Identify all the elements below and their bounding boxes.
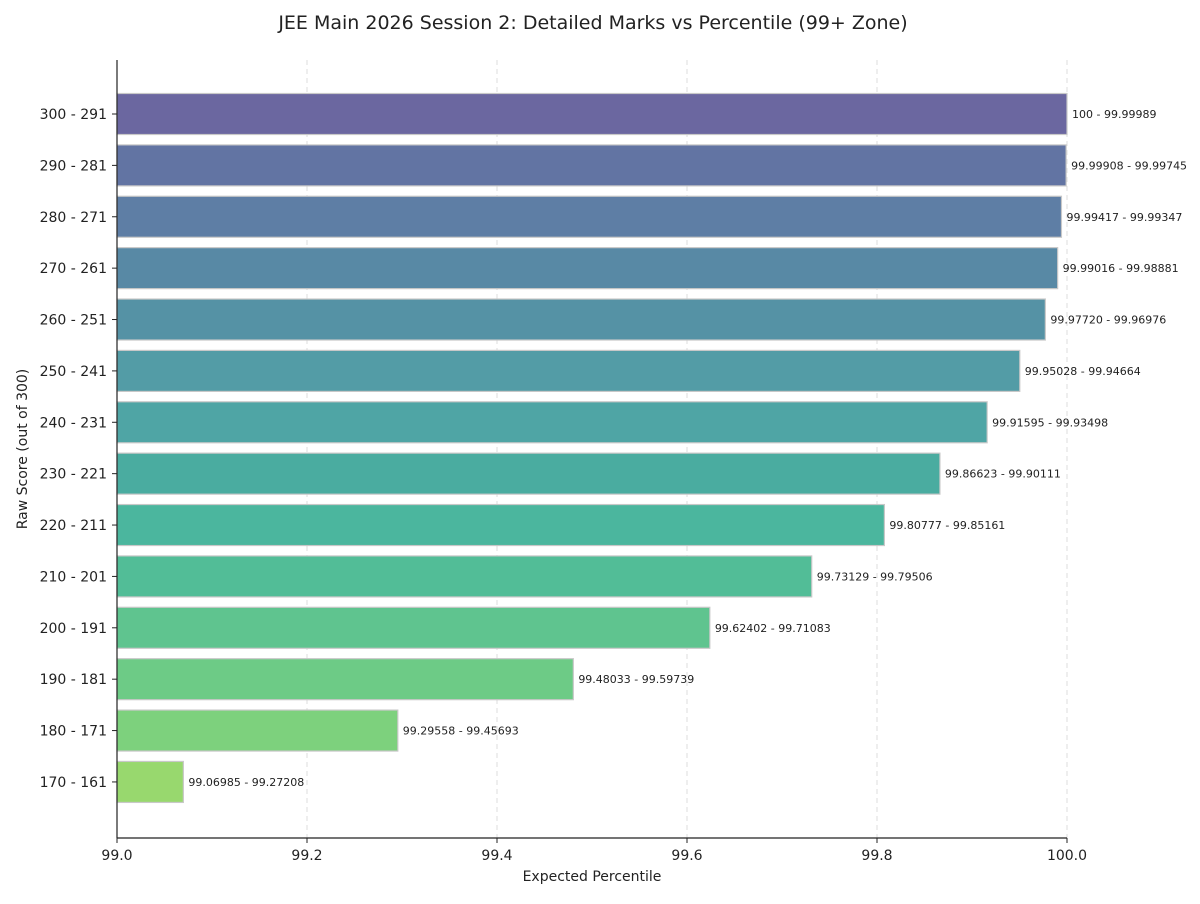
- y-tick-label: 260 - 251: [40, 313, 107, 329]
- data-label: 99.99908 - 99.99745: [1071, 159, 1187, 172]
- bar: [116, 349, 1021, 392]
- bar: [116, 401, 988, 444]
- bar: [116, 144, 1067, 187]
- bar: [116, 503, 885, 547]
- data-label: 99.29558 - 99.45693: [403, 725, 519, 738]
- bar: [116, 760, 184, 804]
- x-tick-label: 99.8: [861, 848, 892, 864]
- data-label: 99.80777 - 99.85161: [889, 519, 1005, 532]
- x-tick-label: 99.4: [481, 848, 512, 864]
- y-tick-label: 270 - 261: [40, 261, 107, 277]
- data-label: 99.95028 - 99.94664: [1025, 365, 1141, 378]
- data-label: 99.99417 - 99.99347: [1066, 211, 1182, 224]
- bar: [116, 247, 1059, 290]
- x-tick-label: 99.6: [671, 848, 702, 864]
- y-tick-label: 200 - 191: [40, 621, 107, 637]
- y-axis-label: Raw Score (out of 300): [15, 369, 31, 530]
- bar: [116, 709, 399, 752]
- bar: [116, 555, 813, 598]
- bar: [116, 92, 1068, 136]
- bars: 100 - 99.99989 99.99908 - 99.99745 99.9941…: [116, 92, 1187, 804]
- grid-lines: [306, 60, 1068, 838]
- y-ticks: 300 - 291 290 - 281 280 - 271 270 - 261 260 …: [40, 107, 117, 791]
- y-tick-label: 210 - 201: [40, 569, 107, 585]
- bar: [116, 658, 574, 701]
- y-tick-label: 250 - 241: [40, 364, 107, 380]
- x-axis-label: Expected Percentile: [523, 869, 662, 885]
- y-tick-label: 240 - 231: [40, 415, 107, 431]
- data-label: 99.91595 - 99.93498: [992, 416, 1108, 429]
- data-label: 99.97720 - 99.96976: [1050, 314, 1166, 327]
- data-label: 99.86623 - 99.90111: [945, 468, 1061, 481]
- y-tick-label: 280 - 271: [40, 210, 107, 226]
- y-tick-label: 220 - 211: [40, 518, 107, 534]
- y-tick-label: 290 - 281: [40, 158, 107, 174]
- data-label: 100 - 99.99989: [1072, 108, 1156, 121]
- bar: [116, 195, 1063, 238]
- y-tick-label: 300 - 291: [40, 107, 107, 123]
- data-label: 99.99016 - 99.98881: [1063, 262, 1179, 275]
- data-label: 99.62402 - 99.71083: [715, 622, 831, 635]
- bar: [116, 606, 711, 649]
- data-label: 99.73129 - 99.79506: [817, 570, 933, 583]
- data-label: 99.48033 - 99.59739: [578, 673, 694, 686]
- x-tick-label: 100.0: [1047, 848, 1087, 864]
- y-tick-label: 230 - 221: [40, 467, 107, 483]
- data-label: 99.06985 - 99.27208: [188, 776, 304, 789]
- x-tick-label: 99.0: [101, 848, 132, 864]
- bar: [116, 452, 941, 495]
- y-tick-label: 170 - 161: [40, 775, 107, 791]
- chart-title: JEE Main 2026 Session 2: Detailed Marks …: [277, 12, 907, 34]
- x-ticks: 99.0 99.2 99.4 99.6 99.8 100.0: [101, 838, 1087, 864]
- x-tick-label: 99.2: [291, 848, 322, 864]
- bar: [116, 298, 1046, 341]
- y-tick-label: 180 - 171: [40, 724, 107, 740]
- y-tick-label: 190 - 181: [40, 672, 107, 688]
